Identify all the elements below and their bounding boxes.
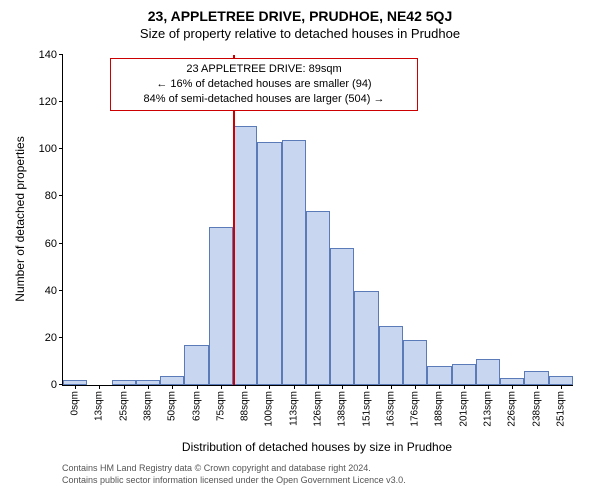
x-tick-label: 50sqm (167, 391, 178, 421)
histogram-bar (209, 227, 233, 385)
x-tick-label: 113sqm (288, 391, 299, 426)
y-tick (59, 148, 63, 149)
x-tick (318, 385, 319, 389)
y-tick (59, 337, 63, 338)
y-tick-label: 100 (39, 143, 57, 155)
x-tick (464, 385, 465, 389)
histogram-bar (427, 366, 451, 385)
x-tick-label: 126sqm (313, 391, 324, 427)
histogram-bar (524, 371, 548, 385)
info-line-1: 23 APPLETREE DRIVE: 89sqm (119, 62, 409, 77)
footer: Contains HM Land Registry data © Crown c… (62, 463, 406, 486)
x-tick-label: 251sqm (555, 391, 566, 427)
histogram-bar (282, 140, 306, 385)
histogram-bar (379, 326, 403, 385)
x-tick-label: 75sqm (215, 391, 226, 421)
x-axis-label: Distribution of detached houses by size … (62, 440, 572, 454)
info-line-3: 84% of semi-detached houses are larger (… (119, 92, 409, 107)
x-tick (415, 385, 416, 389)
histogram-bar (160, 376, 184, 385)
y-axis-label: Number of detached properties (13, 119, 27, 319)
x-tick-label: 176sqm (410, 391, 421, 427)
info-line-2: ← 16% of detached houses are smaller (94… (119, 77, 409, 92)
y-tick-label: 140 (39, 49, 57, 61)
x-tick-label: 25sqm (118, 391, 129, 421)
info-box: 23 APPLETREE DRIVE: 89sqm ← 16% of detac… (110, 58, 418, 111)
y-tick (59, 243, 63, 244)
histogram-bar (306, 211, 330, 385)
y-tick-label: 80 (45, 190, 57, 202)
histogram-bar (452, 364, 476, 385)
footer-line-2: Contains public sector information licen… (62, 475, 406, 487)
y-tick-label: 60 (45, 238, 57, 250)
histogram-bar (257, 142, 281, 385)
histogram-bar (184, 345, 208, 385)
y-tick-label: 20 (45, 332, 57, 344)
x-tick-label: 151sqm (361, 391, 372, 427)
x-tick (75, 385, 76, 389)
x-tick (172, 385, 173, 389)
x-tick-label: 188sqm (434, 391, 445, 427)
footer-line-1: Contains HM Land Registry data © Crown c… (62, 463, 406, 475)
x-tick (439, 385, 440, 389)
chart-title-sub: Size of property relative to detached ho… (0, 24, 600, 41)
y-tick (59, 54, 63, 55)
histogram-bar (549, 376, 573, 385)
histogram-bar (476, 359, 500, 385)
histogram-bar (354, 291, 378, 385)
x-tick (391, 385, 392, 389)
x-tick (512, 385, 513, 389)
x-tick-label: 100sqm (264, 391, 275, 427)
x-tick (148, 385, 149, 389)
chart-container: { "titles": { "main": "23, APPLETREE DRI… (0, 0, 600, 500)
x-tick (488, 385, 489, 389)
x-tick (221, 385, 222, 389)
x-tick-label: 38sqm (143, 391, 154, 421)
y-tick (59, 101, 63, 102)
y-tick (59, 290, 63, 291)
x-tick-label: 163sqm (385, 391, 396, 427)
x-tick (99, 385, 100, 389)
y-tick-label: 0 (51, 379, 57, 391)
histogram-bar (233, 126, 257, 385)
y-tick-label: 120 (39, 96, 57, 108)
x-tick-label: 63sqm (191, 391, 202, 421)
histogram-bar (500, 378, 524, 385)
x-tick-label: 0sqm (70, 391, 81, 415)
x-tick (537, 385, 538, 389)
x-tick-label: 138sqm (337, 391, 348, 427)
y-tick-label: 40 (45, 285, 57, 297)
x-tick (124, 385, 125, 389)
histogram-bar (330, 248, 354, 385)
chart-title-main: 23, APPLETREE DRIVE, PRUDHOE, NE42 5QJ (0, 0, 600, 24)
x-tick (269, 385, 270, 389)
x-tick-label: 13sqm (94, 391, 105, 421)
histogram-bar (403, 340, 427, 385)
x-tick (197, 385, 198, 389)
x-tick (294, 385, 295, 389)
x-tick-label: 226sqm (507, 391, 518, 427)
x-tick-label: 88sqm (240, 391, 251, 421)
x-tick (342, 385, 343, 389)
y-tick (59, 195, 63, 196)
x-tick (561, 385, 562, 389)
x-tick (367, 385, 368, 389)
x-tick-label: 238sqm (531, 391, 542, 427)
x-tick-label: 213sqm (483, 391, 494, 427)
x-tick (245, 385, 246, 389)
x-tick-label: 201sqm (458, 391, 469, 427)
